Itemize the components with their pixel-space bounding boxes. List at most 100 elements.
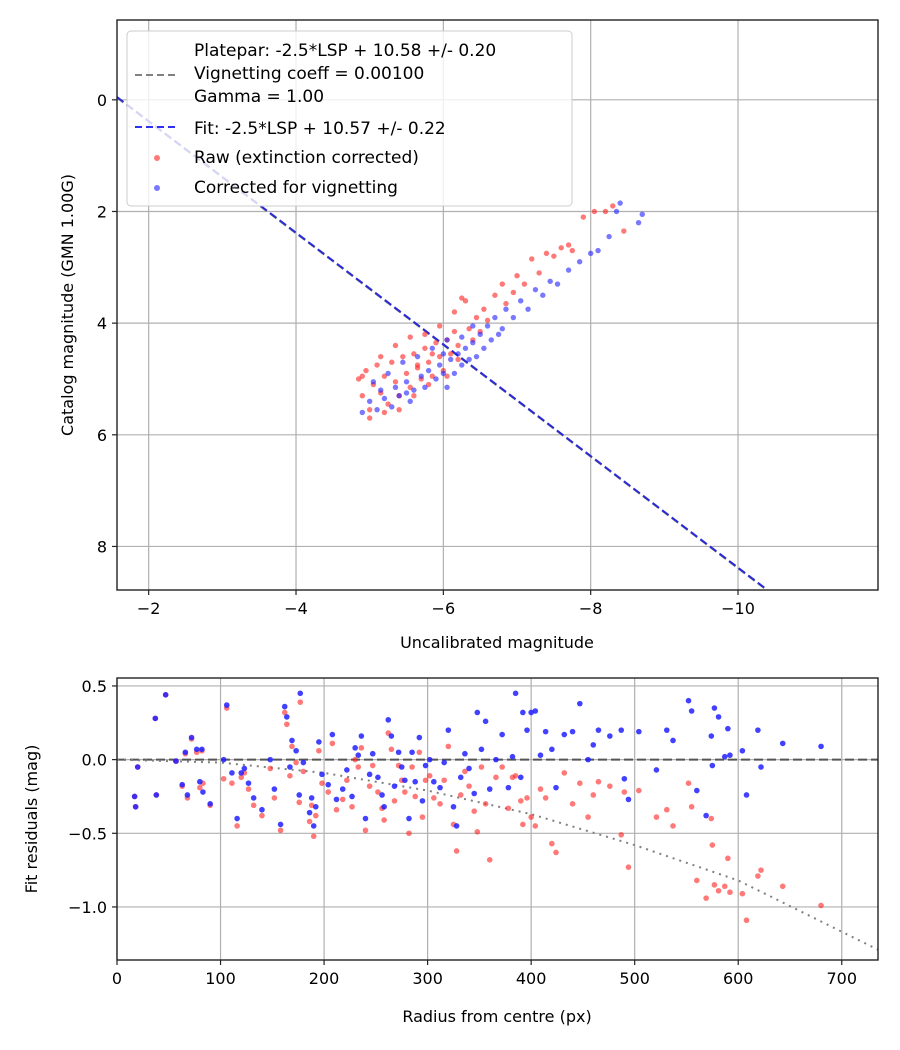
corrected-residual-point (743, 792, 750, 798)
raw-point (411, 393, 417, 399)
raw-residual-point (478, 764, 485, 770)
bottom-xtick-label: 600 (723, 969, 754, 988)
corrected-point (378, 387, 384, 393)
corrected-point (635, 219, 642, 226)
raw-residual-point (220, 775, 227, 782)
corrected-residual-point (188, 734, 195, 741)
corrected-residual-point (569, 728, 576, 735)
bottom-ytick-label: 0.0 (82, 751, 107, 770)
corrected-residual-point (238, 770, 245, 776)
corrected-residual-point (595, 727, 602, 733)
corrected-residual-point (352, 745, 358, 751)
raw-residual-point (358, 745, 365, 751)
raw-residual-point (590, 792, 597, 798)
bottom-axes-frame (116, 677, 879, 961)
raw-point (359, 393, 366, 399)
corrected-residual-point (466, 765, 472, 772)
corrected-residual-point (416, 734, 423, 741)
raw-residual-point (293, 759, 299, 766)
corrected-residual-point (329, 731, 336, 738)
raw-point (422, 331, 428, 338)
raw-point (484, 317, 491, 324)
raw-point (462, 298, 469, 304)
top-ytick-label: 4 (97, 314, 107, 333)
bottom-xtick-label: 400 (516, 969, 547, 988)
corrected-residual-point (532, 708, 539, 714)
raw-residual-point (727, 889, 733, 896)
raw-residual-point (391, 798, 398, 804)
top-ytick-label: 6 (97, 426, 107, 445)
corrected-residual-point (200, 789, 206, 795)
raw-residual-point (663, 806, 670, 813)
raw-point (448, 351, 454, 357)
raw-residual-point (287, 773, 293, 779)
corrected-point (459, 362, 465, 368)
raw-residual-point (426, 773, 433, 779)
raw-residual-point (355, 764, 362, 770)
raw-residual-point (325, 789, 332, 795)
raw-point (499, 281, 505, 287)
raw-residual-point (462, 768, 468, 775)
corrected-residual-point (486, 786, 493, 792)
raw-residual-point (595, 778, 602, 785)
raw-residual-point (471, 808, 478, 814)
raw-residual-point (441, 777, 447, 784)
bottom-xlabel: Radius from centre (px) (402, 1007, 591, 1026)
corrected-residual-point (577, 700, 583, 707)
raw-point (521, 281, 528, 287)
corrected-residual-point (478, 746, 485, 753)
corrected-point (525, 306, 531, 312)
raw-point (385, 401, 391, 407)
corrected-residual-point (153, 792, 160, 798)
raw-residual-point (779, 883, 786, 890)
corrected-residual-point (369, 750, 376, 757)
corrected-residual-point (625, 796, 632, 803)
legend-platepar-line1: Platepar: -2.5*LSP + 10.58 +/- 0.20 (194, 41, 496, 61)
raw-point (414, 362, 421, 368)
corrected-residual-point (505, 784, 512, 791)
raw-residual-point (300, 768, 307, 775)
corrected-residual-point (549, 746, 555, 753)
raw-residual-point (493, 774, 499, 781)
raw-residual-point (349, 803, 355, 810)
corrected-residual-point (220, 756, 227, 763)
corrected-residual-point (296, 792, 303, 798)
corrected-residual-point (715, 714, 722, 720)
corrected-residual-point (818, 743, 824, 750)
corrected-residual-point (711, 705, 718, 711)
corrected-residual-point (381, 803, 387, 810)
raw-point (429, 351, 436, 357)
raw-residual-point (333, 806, 340, 813)
corrected-residual-point (709, 762, 716, 769)
top-xtick-label: −8 (579, 599, 603, 618)
raw-residual-point (289, 743, 295, 750)
raw-residual-point (388, 746, 395, 753)
top-xtick-label: −4 (284, 599, 308, 618)
corrected-point (414, 353, 421, 360)
raw-point (536, 270, 542, 276)
bottom-xtick-label: 200 (309, 969, 340, 988)
top-ylabel: Catalog magnitude (GMN 1.00G) (58, 174, 77, 436)
corrected-residual-point (509, 753, 516, 760)
corrected-residual-point (173, 758, 179, 764)
corrected-point (359, 409, 366, 416)
legend-box (126, 30, 573, 207)
corrected-point (403, 379, 410, 385)
corrected-point (595, 247, 601, 254)
raw-point (436, 353, 443, 360)
raw-residual-point (277, 827, 284, 834)
raw-residual-point (312, 812, 319, 819)
corrected-residual-point (388, 733, 395, 739)
corrected-point (499, 326, 505, 332)
corrected-residual-point (207, 801, 213, 807)
corrected-point (495, 331, 502, 338)
corrected-residual-point (193, 746, 200, 753)
corrected-point (532, 286, 539, 293)
corrected-residual-point (250, 795, 257, 801)
corrected-point (613, 208, 620, 215)
corrected-point (470, 323, 476, 329)
legend-corrected-marker (154, 185, 160, 191)
top-xtick-label: −6 (432, 599, 456, 618)
raw-residual-point (711, 882, 718, 888)
